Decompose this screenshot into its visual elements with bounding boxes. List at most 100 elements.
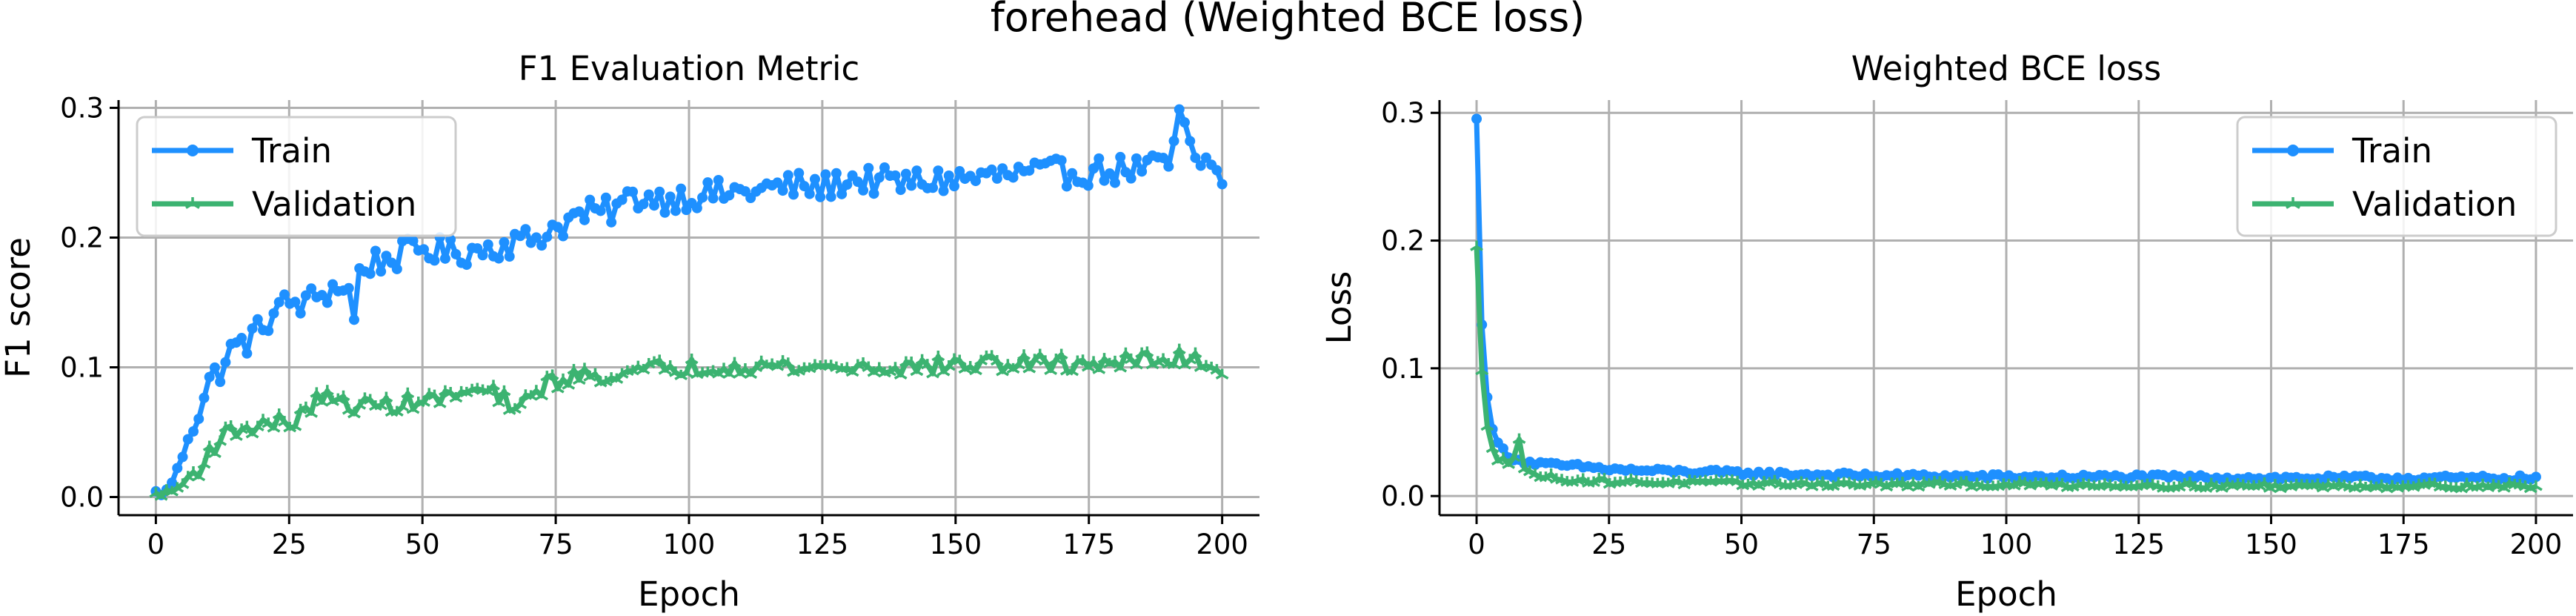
- data-point: [969, 364, 982, 376]
- data-point: [593, 377, 608, 388]
- data-point: [928, 182, 939, 193]
- data-point: [562, 379, 576, 390]
- data-point: [304, 407, 319, 418]
- data-point: [754, 355, 768, 367]
- data-point: [915, 354, 929, 365]
- data-point: [910, 365, 924, 377]
- data-point: [2374, 479, 2389, 491]
- data-point: [708, 193, 719, 204]
- f1-chart-series: [149, 104, 1229, 501]
- data-point: [1033, 348, 1047, 360]
- data-point: [579, 214, 590, 225]
- data-point: [1720, 474, 1734, 486]
- data-point: [252, 314, 263, 325]
- data-point: [215, 377, 226, 388]
- data-point: [193, 414, 204, 425]
- data-point: [188, 426, 199, 437]
- data-point: [1114, 362, 1128, 373]
- data-point: [852, 176, 863, 188]
- data-point: [905, 356, 919, 368]
- data-point: [638, 199, 649, 210]
- data-point: [219, 421, 233, 433]
- data-point: [177, 451, 188, 463]
- data-point: [336, 390, 350, 402]
- data-point: [1217, 179, 1228, 190]
- data-point: [665, 191, 676, 202]
- f1-chart-axes: 0 25 50 75 100 125 150 175 200 0.0 0.1 0.2 0.3: [60, 93, 1259, 560]
- data-point: [1200, 152, 1211, 163]
- data-point: [273, 297, 284, 308]
- data-point: [1185, 136, 1196, 147]
- data-point: [1088, 163, 1099, 174]
- x-tick-label: 75: [539, 529, 573, 560]
- data-point: [411, 397, 425, 408]
- data-point: [310, 387, 324, 398]
- legend-label-validation: Validation: [2352, 185, 2517, 224]
- data-point: [1140, 346, 1154, 357]
- data-point: [552, 222, 563, 233]
- data-point: [256, 414, 270, 425]
- data-point: [288, 420, 302, 431]
- data-point: [240, 420, 254, 431]
- data-point: [938, 185, 949, 196]
- loss-chart-legend: Train Validation: [2236, 116, 2557, 237]
- data-point: [691, 202, 702, 213]
- data-point: [616, 194, 628, 205]
- data-point: [933, 165, 944, 176]
- x-tick-label: 25: [1591, 529, 1626, 560]
- data-point: [396, 400, 409, 412]
- data-point: [1576, 473, 1590, 484]
- data-point: [363, 394, 377, 405]
- x-tick-label: 0: [147, 529, 165, 560]
- data-point: [588, 368, 602, 379]
- data-point: [343, 282, 354, 294]
- data-point: [492, 397, 506, 408]
- data-point: [2135, 479, 2149, 491]
- data-point: [2130, 480, 2143, 491]
- data-point: [1211, 165, 1222, 176]
- data-point: [585, 194, 596, 205]
- data-point: [653, 354, 667, 365]
- data-point: [182, 434, 193, 445]
- data-point: [1853, 480, 1867, 491]
- data-point: [728, 357, 742, 368]
- data-point: [536, 240, 548, 251]
- data-point: [2071, 479, 2085, 490]
- data-point: [558, 231, 569, 242]
- data-point: [1008, 172, 1019, 183]
- data-point: [299, 401, 313, 413]
- data-point: [2162, 482, 2176, 493]
- data-point: [2157, 482, 2170, 493]
- data-point: [1115, 151, 1126, 162]
- data-point: [1634, 477, 1648, 489]
- loss-chart-x-axis-label: Epoch: [1955, 574, 2057, 614]
- data-point: [1061, 181, 1072, 192]
- data-point: [1858, 478, 1872, 490]
- data-point: [2087, 480, 2101, 491]
- data-point: [1571, 474, 1585, 486]
- data-point: [1135, 347, 1149, 358]
- data-point: [890, 170, 901, 181]
- data-point: [306, 283, 317, 294]
- data-point: [401, 387, 415, 399]
- data-point: [1582, 477, 1595, 488]
- data-point: [676, 183, 687, 194]
- data-point: [418, 244, 429, 255]
- x-tick-label: 175: [1062, 529, 1115, 560]
- data-point: [1821, 480, 1835, 491]
- data-point: [1056, 155, 1067, 166]
- data-point: [220, 357, 231, 368]
- data-point: [1099, 175, 1110, 186]
- data-point: [895, 185, 906, 196]
- data-point: [1215, 368, 1229, 380]
- data-point: [1124, 353, 1138, 365]
- data-point: [573, 206, 585, 217]
- data-point: [825, 191, 836, 202]
- data-point: [685, 353, 699, 365]
- data-point: [1480, 420, 1494, 431]
- data-point: [1109, 177, 1120, 188]
- data-point: [482, 239, 493, 250]
- data-point: [427, 389, 442, 400]
- data-point: [1485, 442, 1500, 454]
- data-point: [856, 357, 870, 368]
